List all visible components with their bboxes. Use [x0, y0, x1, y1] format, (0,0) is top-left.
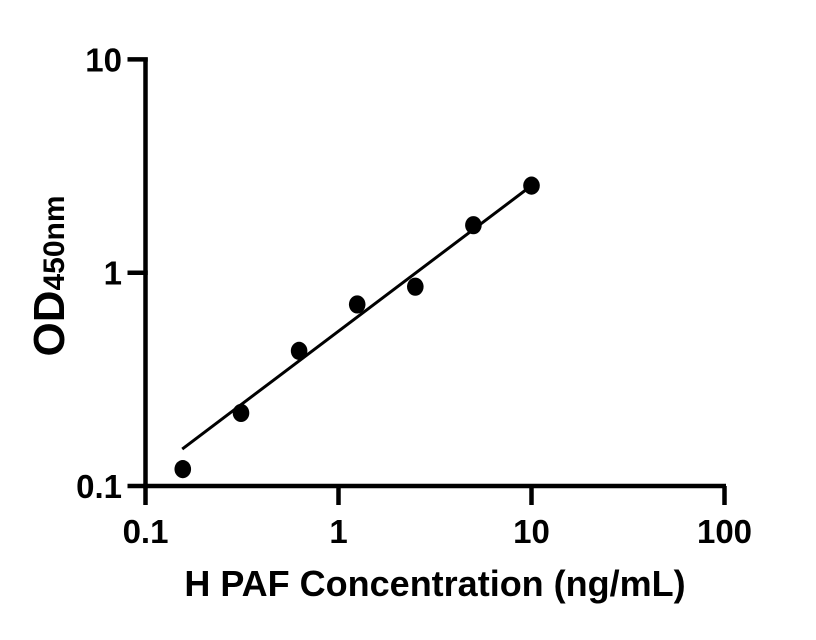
data-point [407, 277, 424, 296]
y-axis-title: OD450nm [25, 195, 74, 356]
y-tick-label: 10 [85, 41, 122, 78]
data-point [232, 403, 250, 423]
x-tick-label: 10 [513, 513, 550, 550]
data-point [523, 176, 540, 195]
x-tick-label: 0.1 [123, 513, 169, 550]
x-tick-label: 100 [697, 513, 752, 550]
y-axis-title-subscript: 450nm [38, 195, 71, 290]
data-point [174, 460, 192, 479]
data-point [465, 216, 482, 235]
y-tick-label: 1 [104, 255, 122, 292]
x-tick-label: 1 [329, 513, 347, 550]
y-tick-label: 0.1 [76, 468, 122, 505]
plot-area: 0.1 1 10 100 0.1 1 10 [76, 41, 752, 550]
data-point [290, 341, 308, 360]
x-axis-title: H PAF Concentration (ng/mL) [184, 563, 685, 604]
data-point [348, 295, 366, 314]
y-axis-title-main: OD [25, 291, 74, 357]
